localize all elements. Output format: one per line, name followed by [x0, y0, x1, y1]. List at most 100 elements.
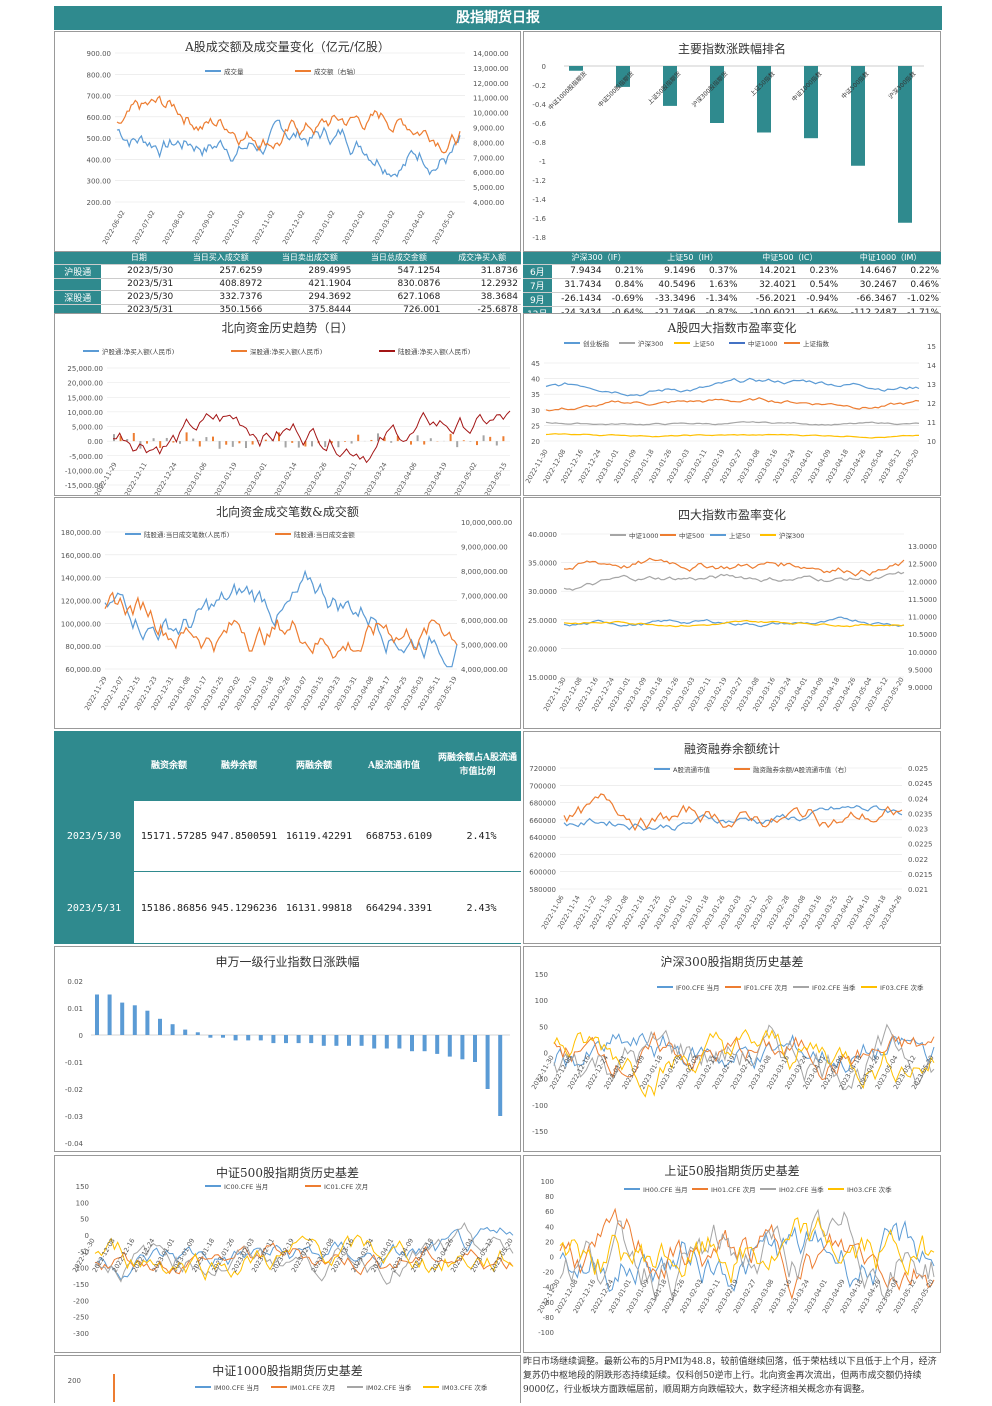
col-header: 融券余额	[204, 731, 274, 801]
y-tick-label: -0.6	[532, 120, 546, 128]
y-tick-label: 600000	[529, 869, 556, 877]
cell: 947.8500591	[204, 831, 284, 842]
bar	[463, 440, 465, 441]
cell: 664294.3391	[354, 903, 444, 914]
bar	[258, 440, 260, 441]
legend-label: 深股通:净买入额(人民币)	[250, 347, 322, 356]
y-tick-label: 8,000,000.00	[461, 568, 508, 576]
cell: 16131.99818	[279, 903, 359, 914]
legend-label: 创业板指	[583, 339, 610, 348]
pe-change-chart: 40.000035.000030.000025.000020.000015.00…	[524, 498, 940, 728]
col-header: A股流通市值	[354, 731, 434, 801]
chart-title: 上证50股指期货历史基差	[524, 1162, 940, 1179]
legend-label: IM01.CFE 次月	[290, 1383, 335, 1392]
bar	[234, 1035, 238, 1040]
y-tick-label: 25,000.00	[67, 365, 103, 373]
y-tick-label: 11,000.00	[473, 95, 509, 103]
bar	[322, 1035, 326, 1046]
cell: 945.1296236	[204, 903, 284, 914]
y-tick-label: 15.0000	[528, 674, 557, 682]
bar	[285, 441, 287, 447]
bar	[133, 433, 135, 441]
y-tick-label: 600.00	[87, 114, 112, 122]
bar	[370, 440, 372, 441]
y-tick-label: 0.022	[908, 856, 928, 864]
cell: 31.8736	[443, 264, 521, 278]
y-tick-label: -150	[532, 1128, 548, 1136]
y-tick-label: -1.8	[532, 234, 546, 242]
bar	[265, 440, 267, 441]
bar	[108, 995, 112, 1036]
y-tick-label: -0.8	[532, 139, 546, 147]
y-tick-label: 25	[531, 422, 540, 430]
y-tick-label: 60,000.00	[65, 666, 101, 674]
cell: 294.3692	[265, 290, 354, 304]
bar	[246, 1035, 250, 1040]
y-tick-label: 30	[531, 407, 540, 415]
legend-label: IF01.CFE 次月	[744, 983, 787, 992]
report-title: 股指期货日报	[54, 6, 942, 30]
series-line	[105, 593, 457, 658]
legend-label: IM02.CFE 当季	[366, 1383, 412, 1392]
cell: 2023/5/30	[101, 290, 176, 304]
y-tick-label: 5,000.00	[72, 424, 103, 432]
turnover-chart: 900.00800.00700.00600.00500.00400.00300.…	[55, 32, 520, 251]
bar	[357, 435, 359, 441]
series-line	[546, 434, 919, 438]
bar	[430, 438, 432, 441]
cell: 40.5496	[646, 278, 698, 292]
y-tick-label: 35.0000	[528, 560, 557, 568]
bar	[476, 441, 478, 445]
y-tick-label: 13	[927, 381, 936, 389]
y-tick-label: 12.0000	[908, 578, 937, 586]
chart-title: A股四大指数市盈率变化	[524, 319, 940, 336]
y-tick-label: 0.0225	[908, 841, 933, 849]
panel-im-basis: 中证1000股指期货历史基差 200100IM00.CFE 当月IM01.CFE…	[54, 1355, 521, 1403]
y-tick-label: 10	[927, 438, 936, 446]
y-tick-label: 4,000.00	[473, 199, 504, 207]
y-tick-label: 7,000.00	[473, 154, 504, 162]
chart-title: 沪深300股指期货历史基差	[524, 953, 940, 970]
chart-title: 申万一级行业指数日涨跌幅	[55, 953, 520, 970]
bar	[179, 441, 181, 444]
y-tick-label: 45	[531, 360, 540, 368]
y-tick-label: 500.00	[87, 135, 112, 143]
y-tick-label: -10,000.00	[65, 467, 103, 475]
y-tick-label: 0	[79, 1032, 83, 1040]
x-tick-label: 2022-12-02	[281, 209, 307, 246]
y-tick-label: 180,000.00	[61, 529, 101, 537]
y-tick-label: 150	[535, 971, 548, 979]
cell: 0.54%	[798, 278, 840, 292]
bar	[309, 1035, 313, 1043]
bar	[456, 441, 458, 447]
bar	[423, 441, 425, 444]
cell: 12.2932	[443, 278, 521, 290]
cell: -1.34%	[698, 292, 740, 306]
y-tick-label: 10.5000	[908, 631, 937, 639]
chart-title: 中证1000股指期货历史基差	[55, 1362, 520, 1379]
y-tick-label: 700000	[529, 782, 556, 790]
y-tick-label: 9.0000	[908, 684, 933, 692]
y-tick-label: 200.00	[87, 199, 112, 207]
ic-basis-chart: 150100500-50-100-150-200-250-300IC00.CFE…	[55, 1156, 520, 1352]
y-tick-label: -100	[538, 1329, 554, 1337]
y-tick-label: -80	[543, 1314, 554, 1322]
cell: 668753.6109	[354, 831, 444, 842]
table-row: 9月-26.1434-0.69%-33.3496-1.34%-56.2021-0…	[523, 292, 941, 306]
x-tick-label: 2022-09-02	[191, 209, 217, 246]
y-tick-label: 60	[545, 1208, 554, 1216]
cell: 2023/5/30	[101, 264, 176, 278]
x-tick-label: 2023-05-15	[483, 461, 509, 495]
bar	[153, 438, 155, 441]
col-header: 融资余额	[134, 731, 204, 801]
cell: 0.37%	[698, 264, 740, 278]
y-tick-label: -300	[73, 1330, 89, 1338]
cell: 30.2467	[840, 278, 899, 292]
industry-chart: 0.020.010-0.01-0.02-0.03-0.04	[55, 947, 520, 1151]
x-tick-label: 2022-08-02	[161, 209, 187, 246]
y-tick-label: 0.023	[908, 826, 928, 834]
bar	[324, 441, 326, 447]
